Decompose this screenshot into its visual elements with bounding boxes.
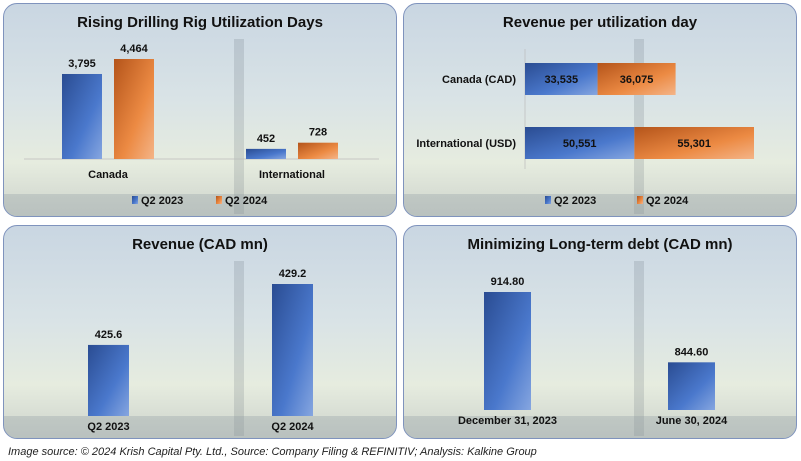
data-label: 55,301 <box>677 138 711 150</box>
data-label: 728 <box>309 127 327 139</box>
category-label: June 30, 2024 <box>656 415 728 427</box>
chart-long-term-debt: 914.80 December 31, 2023 844.60 June 30, 20… <box>458 276 728 427</box>
category-label: Q2 2023 <box>87 421 129 433</box>
bar-international-q2-2024 <box>298 142 338 159</box>
bar-q2-2024 <box>272 284 313 416</box>
image-source-caption: Image source: © 2024 Krish Capital Pty. … <box>8 446 537 458</box>
bar-segment-q2-2024 <box>597 63 676 95</box>
data-label: 33,535 <box>544 74 578 86</box>
panel-revenue-per-day: Revenue per utilization day 33,535 36,075… <box>403 3 797 217</box>
bar-segment-q2-2024 <box>634 127 754 159</box>
data-label: 914.80 <box>491 276 525 288</box>
legend-swatch-q2-2024 <box>216 196 222 204</box>
chart-revenue-per-day: 33,535 36,075 Canada (CAD) 50,551 55,301 Inte… <box>416 49 754 207</box>
category-label: Canada <box>88 169 129 181</box>
bar-june-30-2024 <box>668 362 715 410</box>
legend-label-q2-2023: Q2 2023 <box>554 195 596 207</box>
chart-title: Revenue (CAD mn) <box>132 236 268 253</box>
bar-december-31-2023 <box>484 292 531 410</box>
data-label: 429.2 <box>279 268 307 280</box>
data-label: 50,551 <box>563 138 597 150</box>
panel-long-term-debt: Minimizing Long-term debt (CAD mn) 914.8… <box>403 225 797 439</box>
bar-canada-q2-2024 <box>114 59 154 159</box>
category-label: International <box>259 169 325 181</box>
chart-title: Rising Drilling Rig Utilization Days <box>77 14 323 31</box>
category-label: Q2 2024 <box>271 421 314 433</box>
chart-title: Minimizing Long-term debt (CAD mn) <box>467 236 733 253</box>
bar-segment-q2-2023 <box>525 127 635 159</box>
bar-q2-2023 <box>88 344 129 416</box>
legend-label-q2-2024: Q2 2024 <box>225 195 268 207</box>
category-label: International (USD) <box>416 138 516 150</box>
data-label: 425.6 <box>95 329 123 341</box>
data-label: 4,464 <box>120 43 148 55</box>
data-label: 36,075 <box>620 74 654 86</box>
legend-swatch-q2-2023 <box>132 196 138 204</box>
data-label: 844.60 <box>675 346 709 358</box>
legend-label-q2-2023: Q2 2023 <box>141 195 183 207</box>
panel-revenue: Revenue (CAD mn) 425.6 Q2 2023 429.2 Q2 202… <box>3 225 397 439</box>
panel-rig-utilization: Rising Drilling Rig Utilization Days 3,7… <box>3 3 397 217</box>
category-label: Canada (CAD) <box>442 74 516 86</box>
bar-international-q2-2023 <box>246 148 286 159</box>
legend-label-q2-2024: Q2 2024 <box>646 195 689 207</box>
data-label: 452 <box>257 133 275 145</box>
bar-canada-q2-2023 <box>62 73 102 159</box>
category-label: December 31, 2023 <box>458 415 557 427</box>
data-label: 3,795 <box>68 58 96 70</box>
bar-segment-q2-2023 <box>525 63 598 95</box>
legend-swatch-q2-2023 <box>545 196 551 204</box>
legend-swatch-q2-2024 <box>637 196 643 204</box>
chart-revenue: 425.6 Q2 2023 429.2 Q2 2024 <box>87 268 314 433</box>
chart-rig-utilization: 3,795 4,464 Canada 452 728 International Q2 20… <box>24 43 379 207</box>
chart-title: Revenue per utilization day <box>502 14 698 31</box>
